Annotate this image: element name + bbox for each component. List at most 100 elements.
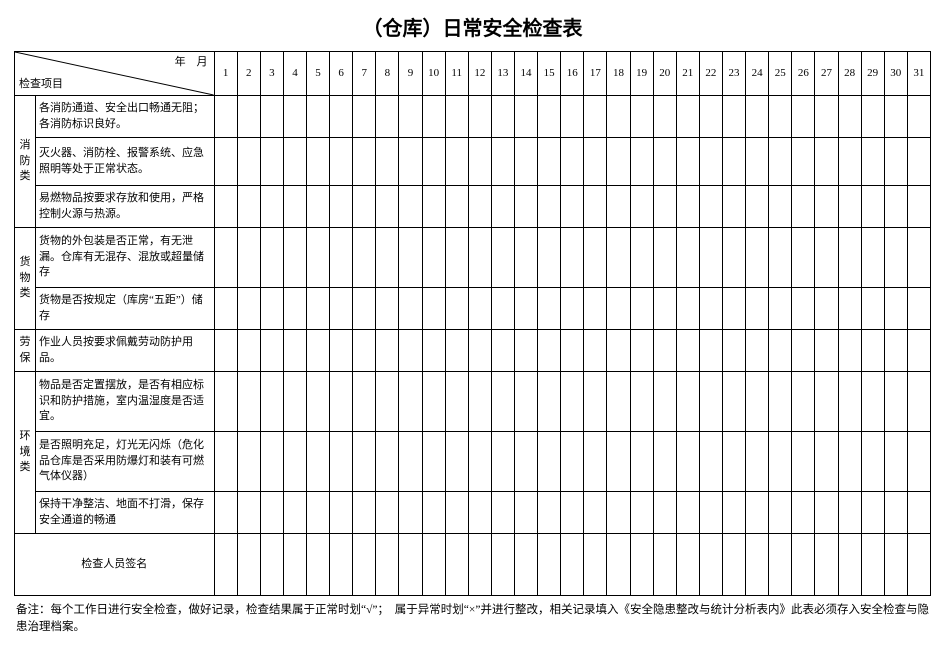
check-cell[interactable] <box>884 330 907 372</box>
check-cell[interactable] <box>884 432 907 492</box>
check-cell[interactable] <box>399 492 422 534</box>
check-cell[interactable] <box>468 330 491 372</box>
check-cell[interactable] <box>214 432 237 492</box>
check-cell[interactable] <box>584 330 607 372</box>
check-cell[interactable] <box>838 432 861 492</box>
check-cell[interactable] <box>561 288 584 330</box>
check-cell[interactable] <box>538 372 561 432</box>
check-cell[interactable] <box>699 432 722 492</box>
signature-cell[interactable] <box>722 534 745 596</box>
check-cell[interactable] <box>884 228 907 288</box>
check-cell[interactable] <box>307 432 330 492</box>
check-cell[interactable] <box>907 288 930 330</box>
check-cell[interactable] <box>330 96 353 138</box>
check-cell[interactable] <box>445 432 468 492</box>
check-cell[interactable] <box>769 492 792 534</box>
check-cell[interactable] <box>538 288 561 330</box>
check-cell[interactable] <box>561 372 584 432</box>
check-cell[interactable] <box>468 432 491 492</box>
check-cell[interactable] <box>861 432 884 492</box>
check-cell[interactable] <box>260 288 283 330</box>
check-cell[interactable] <box>607 186 630 228</box>
check-cell[interactable] <box>307 372 330 432</box>
check-cell[interactable] <box>699 138 722 186</box>
check-cell[interactable] <box>676 432 699 492</box>
check-cell[interactable] <box>884 288 907 330</box>
check-cell[interactable] <box>514 138 537 186</box>
check-cell[interactable] <box>907 186 930 228</box>
check-cell[interactable] <box>237 372 260 432</box>
check-cell[interactable] <box>746 492 769 534</box>
check-cell[interactable] <box>468 138 491 186</box>
check-cell[interactable] <box>630 96 653 138</box>
signature-cell[interactable] <box>307 534 330 596</box>
check-cell[interactable] <box>353 372 376 432</box>
check-cell[interactable] <box>399 330 422 372</box>
check-cell[interactable] <box>861 138 884 186</box>
check-cell[interactable] <box>330 186 353 228</box>
check-cell[interactable] <box>561 186 584 228</box>
check-cell[interactable] <box>815 372 838 432</box>
check-cell[interactable] <box>792 492 815 534</box>
check-cell[interactable] <box>445 186 468 228</box>
signature-cell[interactable] <box>769 534 792 596</box>
check-cell[interactable] <box>861 492 884 534</box>
check-cell[interactable] <box>330 330 353 372</box>
check-cell[interactable] <box>815 492 838 534</box>
check-cell[interactable] <box>237 138 260 186</box>
check-cell[interactable] <box>514 186 537 228</box>
check-cell[interactable] <box>792 330 815 372</box>
check-cell[interactable] <box>653 432 676 492</box>
check-cell[interactable] <box>538 432 561 492</box>
check-cell[interactable] <box>884 138 907 186</box>
check-cell[interactable] <box>514 492 537 534</box>
check-cell[interactable] <box>468 228 491 288</box>
signature-cell[interactable] <box>838 534 861 596</box>
signature-cell[interactable] <box>399 534 422 596</box>
check-cell[interactable] <box>722 96 745 138</box>
check-cell[interactable] <box>884 372 907 432</box>
check-cell[interactable] <box>861 330 884 372</box>
check-cell[interactable] <box>330 372 353 432</box>
signature-cell[interactable] <box>214 534 237 596</box>
check-cell[interactable] <box>538 96 561 138</box>
check-cell[interactable] <box>722 372 745 432</box>
check-cell[interactable] <box>630 372 653 432</box>
check-cell[interactable] <box>214 492 237 534</box>
check-cell[interactable] <box>746 432 769 492</box>
check-cell[interactable] <box>746 186 769 228</box>
check-cell[interactable] <box>607 228 630 288</box>
check-cell[interactable] <box>792 288 815 330</box>
check-cell[interactable] <box>353 288 376 330</box>
check-cell[interactable] <box>399 228 422 288</box>
check-cell[interactable] <box>330 288 353 330</box>
signature-cell[interactable] <box>907 534 930 596</box>
check-cell[interactable] <box>514 228 537 288</box>
check-cell[interactable] <box>514 96 537 138</box>
check-cell[interactable] <box>769 138 792 186</box>
check-cell[interactable] <box>237 432 260 492</box>
check-cell[interactable] <box>769 432 792 492</box>
check-cell[interactable] <box>422 372 445 432</box>
check-cell[interactable] <box>399 288 422 330</box>
check-cell[interactable] <box>815 96 838 138</box>
check-cell[interactable] <box>907 138 930 186</box>
check-cell[interactable] <box>607 492 630 534</box>
signature-cell[interactable] <box>330 534 353 596</box>
check-cell[interactable] <box>283 492 306 534</box>
check-cell[interactable] <box>538 492 561 534</box>
check-cell[interactable] <box>907 372 930 432</box>
check-cell[interactable] <box>307 96 330 138</box>
check-cell[interactable] <box>584 138 607 186</box>
check-cell[interactable] <box>330 432 353 492</box>
check-cell[interactable] <box>260 492 283 534</box>
check-cell[interactable] <box>468 96 491 138</box>
check-cell[interactable] <box>792 372 815 432</box>
check-cell[interactable] <box>907 96 930 138</box>
check-cell[interactable] <box>861 96 884 138</box>
check-cell[interactable] <box>653 372 676 432</box>
check-cell[interactable] <box>699 186 722 228</box>
check-cell[interactable] <box>861 228 884 288</box>
check-cell[interactable] <box>792 186 815 228</box>
check-cell[interactable] <box>353 432 376 492</box>
